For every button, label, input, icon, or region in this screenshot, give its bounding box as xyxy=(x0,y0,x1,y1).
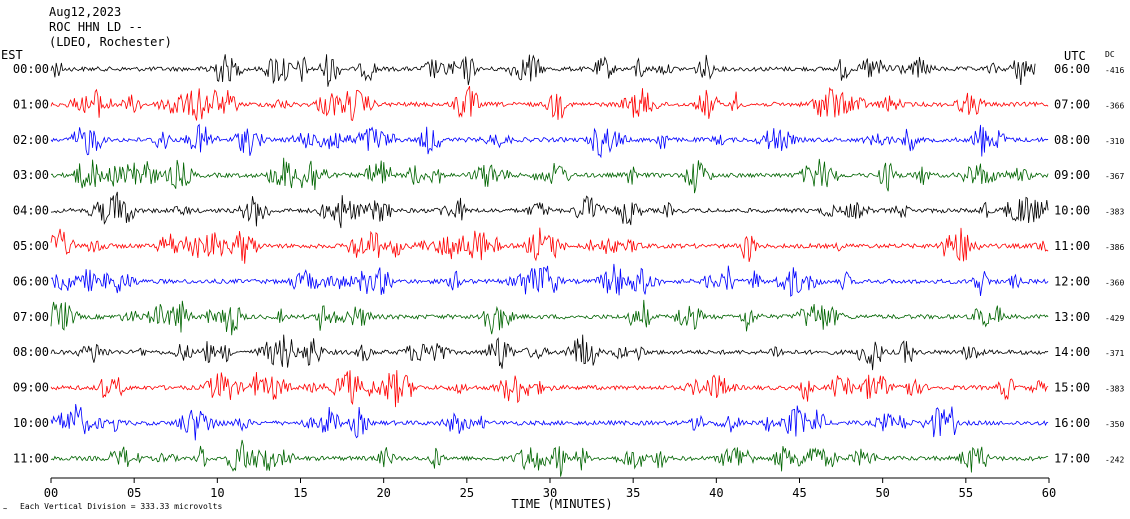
dc-value: -416 xyxy=(1105,66,1124,75)
dc-value: -242 xyxy=(1105,455,1124,464)
trace-row-0800 xyxy=(50,334,1049,371)
est-label: 00:00 xyxy=(13,62,49,76)
x-tick-label: 05 xyxy=(127,486,141,500)
x-tick-label: 50 xyxy=(875,486,889,500)
utc-label: 12:00 xyxy=(1054,274,1090,288)
x-tick-label: 30 xyxy=(543,486,557,500)
dc-column-label: DC xyxy=(1105,50,1115,59)
est-label: 04:00 xyxy=(13,204,49,218)
utc-label: 17:00 xyxy=(1054,451,1090,465)
dc-value: -386 xyxy=(1105,243,1124,252)
trace-row-1000 xyxy=(50,403,1049,441)
utc-label: 13:00 xyxy=(1054,310,1090,324)
utc-label: 16:00 xyxy=(1054,416,1090,430)
est-label: 09:00 xyxy=(13,381,49,395)
trace-row-0000 xyxy=(50,54,1036,87)
trace-row-0300 xyxy=(50,157,1049,194)
trace-row-1100 xyxy=(50,439,1049,477)
est-label: 05:00 xyxy=(13,239,49,253)
trace-row-0600 xyxy=(50,263,1049,297)
dc-value: -350 xyxy=(1105,420,1124,429)
x-tick-label: 25 xyxy=(460,486,474,500)
x-tick-label: 60 xyxy=(1042,486,1056,500)
est-label: 10:00 xyxy=(13,416,49,430)
x-tick-label: 15 xyxy=(293,486,307,500)
dc-value: -366 xyxy=(1105,101,1124,110)
trace-row-0500 xyxy=(50,227,1049,264)
est-label: 08:00 xyxy=(13,345,49,359)
utc-label: 08:00 xyxy=(1054,133,1090,147)
x-axis-title: TIME (MINUTES) xyxy=(511,497,612,511)
utc-hour-labels: 06:00 07:00 08:00 09:00 10:00 11:00 12:00 13:00… xyxy=(1054,62,1090,465)
est-label: 01:00 xyxy=(13,97,49,111)
est-label: 03:00 xyxy=(13,168,49,182)
utc-label: 14:00 xyxy=(1054,345,1090,359)
est-hour-labels: 00:00 01:00 02:00 03:00 04:00 05:00 06:00 07:00… xyxy=(13,62,49,465)
dc-value: -383 xyxy=(1105,208,1124,217)
footer-symbol-icon: ~ xyxy=(3,505,7,513)
utc-label: 10:00 xyxy=(1054,204,1090,218)
x-tick-label: 10 xyxy=(210,486,224,500)
trace-row-0200 xyxy=(50,123,1049,159)
x-tick-label: 00 xyxy=(44,486,58,500)
est-label: 06:00 xyxy=(13,274,49,288)
trace-row-0700 xyxy=(50,299,1049,336)
svg-text:~: ~ xyxy=(3,505,7,513)
x-tick-label: 20 xyxy=(376,486,390,500)
left-axis-label: EST xyxy=(1,48,23,62)
utc-label: 15:00 xyxy=(1054,381,1090,395)
x-tick-label: 40 xyxy=(709,486,723,500)
x-axis-ticks: 00 05 10 15 20 25 30 35 40 45 50 55 60 xyxy=(44,478,1056,500)
right-axis-label: UTC xyxy=(1064,49,1086,63)
x-tick-label: 45 xyxy=(792,486,806,500)
utc-label: 09:00 xyxy=(1054,168,1090,182)
est-label: 02:00 xyxy=(13,133,49,147)
dc-offset-labels: -416 -366 -310 -367 -383 -386 -360 -429 -371 -383… xyxy=(1105,66,1124,464)
header-date: Aug12,2023 xyxy=(49,5,121,19)
trace-row-0900 xyxy=(50,370,1049,408)
trace-row-0400 xyxy=(50,191,1049,229)
est-label: 07:00 xyxy=(13,310,49,324)
utc-label: 06:00 xyxy=(1054,62,1090,76)
dc-value: -371 xyxy=(1105,349,1124,358)
header-station: ROC HHN LD -- xyxy=(49,20,143,34)
scale-note: Each Vertical Division = 333.33 microvol… xyxy=(20,502,222,511)
utc-label: 07:00 xyxy=(1054,97,1090,111)
header-network: (LDEO, Rochester) xyxy=(49,35,172,49)
utc-label: 11:00 xyxy=(1054,239,1090,253)
dc-value: -360 xyxy=(1105,278,1124,287)
dc-value: -429 xyxy=(1105,314,1124,323)
seismic-traces xyxy=(50,54,1049,477)
dc-value: -367 xyxy=(1105,172,1124,181)
x-tick-label: 35 xyxy=(626,486,640,500)
x-tick-label: 55 xyxy=(959,486,973,500)
est-label: 11:00 xyxy=(13,451,49,465)
dc-value: -310 xyxy=(1105,137,1124,146)
dc-value: -383 xyxy=(1105,385,1124,394)
trace-row-0100 xyxy=(50,85,1049,121)
